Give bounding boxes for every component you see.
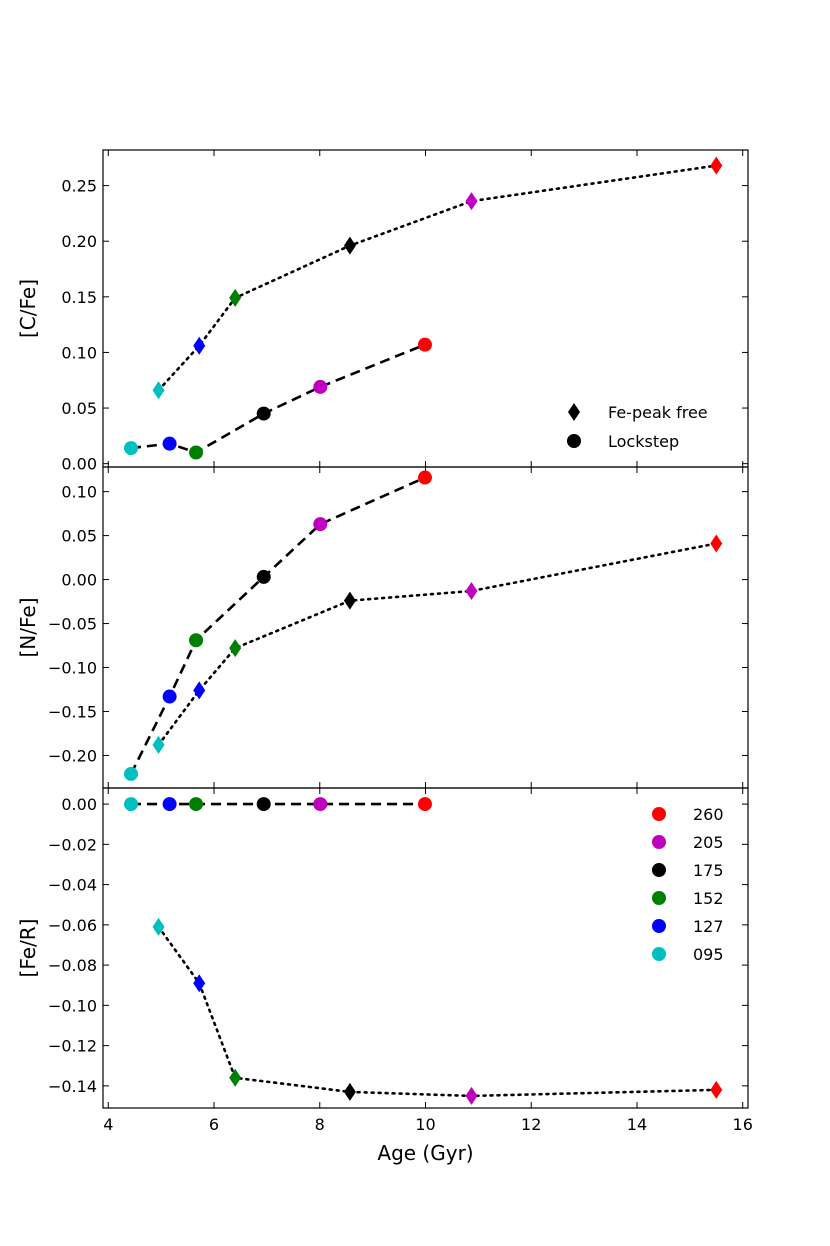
- data-point-circle: [313, 379, 328, 394]
- x-tick-label: 8: [315, 1115, 325, 1134]
- data-point-diamond: [465, 1086, 478, 1105]
- x-tick-label: 14: [627, 1115, 647, 1134]
- y-tick-label: −0.02: [48, 835, 97, 854]
- y-tick-label: 0.10: [61, 343, 97, 362]
- panel-middle: −0.20 −0.15 −0.10 −0.05 0.00 0.05 0.10 [N/Fe]: [16, 466, 749, 789]
- data-point-circle: [417, 337, 432, 352]
- data-point-circle: [189, 633, 204, 648]
- data-point-circle: [417, 470, 432, 485]
- x-tick-label: 4: [103, 1115, 113, 1134]
- y-axis-label: [C/Fe]: [16, 279, 40, 338]
- legend-label: 260: [693, 805, 724, 824]
- series-line-fe-peak-free: [157, 925, 718, 1098]
- data-point-circle: [124, 797, 139, 812]
- data-point-diamond: [710, 1080, 723, 1099]
- legend-marker-circle: [652, 835, 666, 849]
- y-tick-label: −0.14: [48, 1077, 97, 1096]
- series-line-lockstep: [129, 476, 426, 775]
- data-point-diamond: [343, 591, 356, 610]
- x-tick-label: 16: [733, 1115, 753, 1134]
- y-tick-label: −0.10: [48, 996, 97, 1015]
- y-tick-label: −0.12: [48, 1037, 97, 1056]
- legend-marker-circle: [567, 434, 581, 448]
- legend-marker-circle: [652, 891, 666, 905]
- legend-label: 095: [693, 945, 724, 964]
- data-point-circle: [124, 766, 139, 781]
- data-point-diamond: [710, 156, 723, 175]
- y-tick-label: 0.00: [61, 795, 97, 814]
- y-tick-label: −0.10: [48, 659, 97, 678]
- y-tick-label: −0.08: [48, 956, 97, 975]
- data-point-diamond: [343, 1082, 356, 1101]
- data-point-circle: [124, 441, 139, 456]
- y-tick-label: 0.15: [61, 288, 97, 307]
- x-tick-label: 6: [209, 1115, 219, 1134]
- data-point-diamond: [193, 336, 206, 355]
- data-point-circle: [162, 436, 177, 451]
- y-axis-label: [N/Fe]: [16, 597, 40, 657]
- data-point-diamond: [229, 288, 242, 307]
- y-tick-label: 0.00: [61, 571, 97, 590]
- data-point-diamond: [152, 381, 165, 400]
- legend-label: 127: [693, 917, 724, 936]
- data-point-circle: [313, 797, 328, 812]
- x-tick-label: 12: [521, 1115, 541, 1134]
- y-tick-label: 0.00: [61, 455, 97, 474]
- y-tick-label: 0.20: [61, 232, 97, 251]
- series-line-fe-peak-free: [157, 542, 718, 747]
- series-line-lockstep: [130, 343, 426, 454]
- panels: 0.00 0.05 0.10 0.15 0.20 0.25 [C/Fe] Fe-peak fr…: [16, 149, 753, 1165]
- y-tick-label: 0.25: [61, 177, 97, 196]
- series-line-fe-peak-free: [157, 164, 718, 392]
- x-axis-label: Age (Gyr): [377, 1141, 473, 1165]
- y-tick-label: −0.06: [48, 916, 97, 935]
- data-point-circle: [417, 797, 432, 812]
- data-point-circle: [189, 445, 204, 460]
- y-tick-label: 0.05: [61, 527, 97, 546]
- legend-label: Lockstep: [608, 432, 679, 451]
- data-point-circle: [189, 797, 204, 812]
- data-point-diamond: [229, 639, 242, 658]
- data-point-diamond: [229, 1068, 242, 1087]
- y-tick-label: −0.04: [48, 876, 97, 895]
- data-point-diamond: [193, 974, 206, 993]
- y-tick-label: −0.20: [48, 746, 97, 765]
- legend-label: Fe-peak free: [608, 403, 708, 422]
- legend-marker-circle: [652, 947, 666, 961]
- panel-top: 0.00 0.05 0.10 0.15 0.20 0.25 [C/Fe] Fe-peak fr…: [16, 149, 749, 474]
- data-point-diamond: [465, 192, 478, 211]
- data-point-diamond: [710, 534, 723, 553]
- axes-frame-middle: [102, 466, 749, 789]
- y-axis-label: [Fe/R]: [16, 919, 40, 978]
- legend-marker-circle: [652, 863, 666, 877]
- data-point-circle: [256, 797, 271, 812]
- legend-marker-diamond: [568, 403, 580, 421]
- y-tick-label: −0.15: [48, 702, 97, 721]
- data-point-diamond: [152, 917, 165, 936]
- data-point-circle: [256, 569, 271, 584]
- data-point-diamond: [152, 735, 165, 754]
- axes-frame-bottom: [102, 787, 749, 1109]
- data-point-circle: [256, 406, 271, 421]
- legend-marker-circle: [652, 807, 666, 821]
- data-point-circle: [162, 797, 177, 812]
- data-point-diamond: [193, 681, 206, 700]
- legend-label: 152: [693, 889, 724, 908]
- panel-bottom: −0.14 −0.12 −0.10 −0.08 −0.06 −0.04 −0.02 0.00 4…: [16, 787, 753, 1165]
- data-point-diamond: [465, 582, 478, 601]
- y-tick-label: −0.05: [48, 615, 97, 634]
- legend-label: 205: [693, 833, 724, 852]
- x-tick-label: 10: [415, 1115, 435, 1134]
- data-point-circle: [162, 689, 177, 704]
- legend-marker-circle: [652, 919, 666, 933]
- data-point-circle: [313, 517, 328, 532]
- legend-label: 175: [693, 861, 724, 880]
- y-tick-label: 0.10: [61, 483, 97, 502]
- y-tick-label: 0.05: [61, 399, 97, 418]
- data-point-diamond: [343, 236, 356, 255]
